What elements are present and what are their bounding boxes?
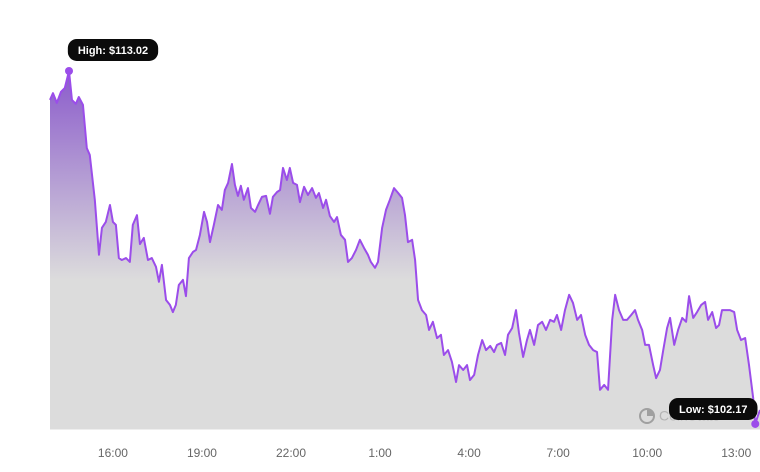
annotation: High: $113.02 bbox=[64, 38, 159, 75]
annotation: Low: $102.17 bbox=[669, 397, 760, 428]
x-tick-label: 13:00 bbox=[721, 446, 751, 460]
price-line bbox=[49, 69, 760, 425]
watermark-icon-slice bbox=[647, 409, 654, 416]
annotation-box bbox=[67, 38, 159, 61]
x-tick-label: 19:00 bbox=[187, 446, 217, 460]
x-tick-label: 16:00 bbox=[98, 446, 128, 460]
x-tick-label: 7:00 bbox=[546, 446, 570, 460]
annotation-dot bbox=[64, 66, 73, 75]
annotation-text: Low: $102.17 bbox=[679, 404, 747, 416]
annotation-text: High: $113.02 bbox=[78, 45, 148, 57]
annotation-dot bbox=[751, 419, 760, 428]
x-tick-label: 10:00 bbox=[632, 446, 662, 460]
area-fill bbox=[50, 70, 760, 430]
x-tick-label: 22:00 bbox=[276, 446, 306, 460]
x-tick-label: 4:00 bbox=[457, 446, 481, 460]
annotation-box bbox=[669, 397, 758, 420]
x-tick-label: 1:00 bbox=[368, 446, 392, 460]
